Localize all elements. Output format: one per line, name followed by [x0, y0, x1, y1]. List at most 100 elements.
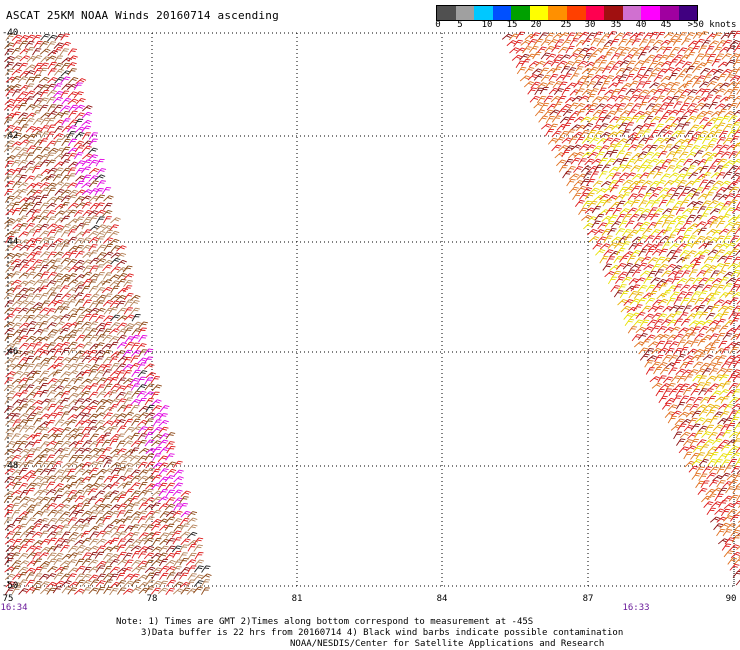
wind-barb: [179, 544, 189, 552]
wind-barb: [628, 291, 639, 299]
wind-barb: [694, 136, 704, 144]
wind-barb: [137, 516, 147, 524]
wind-barb: [705, 312, 716, 320]
wind-barb: [32, 201, 42, 210]
wind-barb: [66, 182, 78, 189]
wind-barb: [53, 196, 64, 203]
wind-barb: [632, 74, 643, 81]
wind-barb: [66, 475, 77, 483]
wind-barb: [592, 48, 604, 55]
wind-barb: [577, 60, 588, 67]
wind-barb: [657, 375, 667, 383]
wind-barb: [54, 503, 65, 510]
wind-barb: [38, 336, 50, 343]
wind-barb: [718, 206, 728, 214]
wind-barb: [5, 244, 16, 252]
wind-barb: [623, 102, 634, 110]
wind-barb: [683, 242, 694, 250]
wind-barb: [151, 546, 162, 553]
wind-barb: [74, 518, 85, 526]
wind-barb: [157, 552, 168, 560]
wind-barb: [602, 199, 613, 207]
wind-barb: [10, 502, 20, 511]
wind-barb: [659, 187, 670, 194]
wind-barb: [32, 195, 42, 203]
wind-barb: [60, 105, 71, 112]
wind-barb: [95, 307, 106, 315]
wind-barb: [75, 463, 86, 470]
wind-barb: [12, 285, 22, 293]
wind-barb: [677, 243, 688, 250]
wind-barb: [627, 193, 638, 201]
wind-barb: [613, 60, 624, 67]
wind-barb: [108, 553, 120, 560]
wind-barb: [725, 486, 735, 494]
wind-barb: [138, 447, 150, 454]
colorbar-label-5: 5: [457, 20, 463, 30]
wind-barb: [158, 462, 169, 470]
wind-barb: [582, 122, 594, 130]
wind-barb: [596, 39, 606, 47]
wind-barb: [662, 46, 672, 55]
wind-barb: [551, 115, 562, 123]
wind-barb: [643, 32, 653, 40]
wind-barb: [150, 376, 160, 384]
wind-barb: [683, 158, 693, 166]
wind-barb: [5, 412, 16, 420]
wind-barb: [96, 391, 107, 399]
wind-barb: [551, 130, 562, 138]
wind-barb: [641, 159, 652, 166]
wind-barb: [101, 495, 112, 503]
wind-barb: [130, 502, 140, 510]
wind-barb: [66, 573, 77, 581]
wind-barb: [110, 314, 121, 322]
wind-barb: [603, 235, 613, 243]
wind-barb: [712, 95, 722, 103]
wind-barb: [19, 244, 31, 251]
wind-barb: [52, 586, 63, 594]
wind-barb: [4, 377, 14, 385]
wind-barb: [669, 95, 679, 104]
wind-barb: [675, 388, 685, 397]
wind-barb: [138, 537, 148, 546]
wind-barb: [736, 73, 740, 82]
wind-barb: [46, 384, 57, 392]
wind-barb: [622, 262, 633, 270]
wind-barb: [88, 587, 99, 594]
wind-barb: [75, 420, 85, 428]
wind-barb: [593, 31, 603, 39]
wind-barb: [695, 368, 706, 375]
wind-barb: [563, 158, 574, 167]
wind-barb: [53, 83, 63, 91]
wind-barb: [88, 474, 98, 482]
wind-barb: [707, 137, 718, 145]
wind-barb: [565, 129, 576, 137]
wind-barb: [80, 530, 90, 539]
wind-barb: [684, 47, 695, 54]
wind-barb: [4, 61, 15, 69]
wind-barb: [32, 447, 42, 455]
wind-barb: [569, 38, 580, 46]
wind-barb: [601, 115, 612, 123]
wind-barb: [131, 321, 143, 328]
wind-barb: [80, 412, 91, 420]
wind-barb: [710, 339, 721, 347]
wind-barb: [701, 284, 713, 292]
wind-barb: [38, 138, 49, 146]
wind-barb: [165, 489, 175, 497]
wind-barb: [736, 123, 740, 131]
wind-barb: [165, 537, 176, 546]
wind-barb: [625, 269, 635, 277]
wind-barb: [725, 59, 736, 67]
wind-barb: [527, 87, 537, 95]
wind-barb: [74, 362, 84, 371]
wind-barb: [618, 220, 628, 229]
wind-barb: [730, 86, 740, 95]
wind-barb: [543, 109, 554, 117]
wind-barb: [96, 244, 107, 252]
wind-barb: [103, 552, 113, 560]
wind-barb: [713, 523, 724, 531]
wind-barb: [720, 396, 730, 404]
wind-barb: [651, 263, 661, 272]
wind-barb: [639, 270, 651, 277]
